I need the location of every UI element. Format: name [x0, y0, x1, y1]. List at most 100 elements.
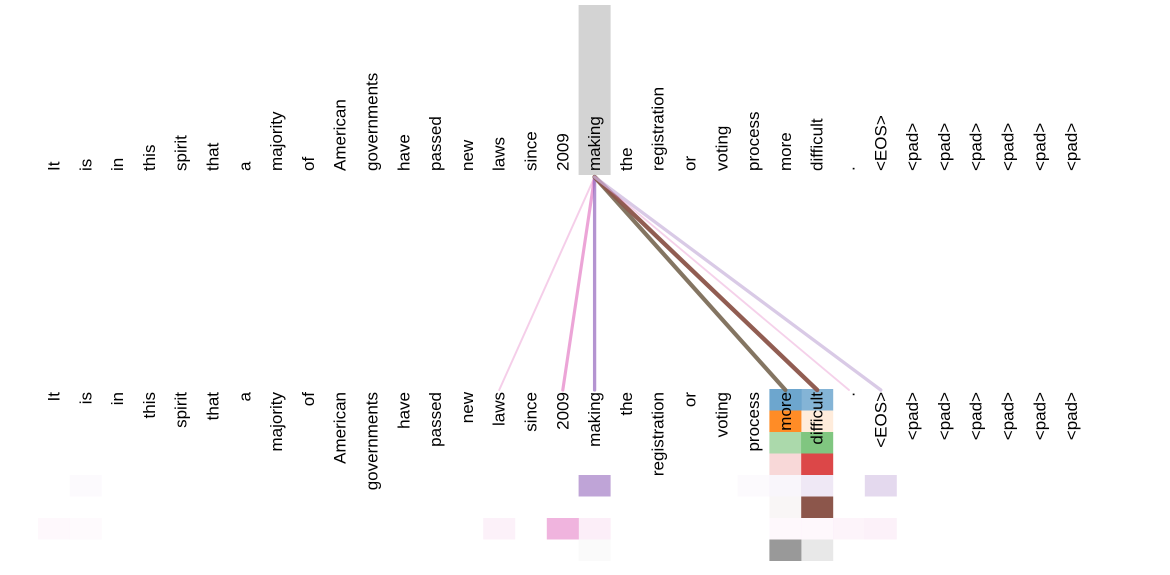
left-token[interactable]: 2009: [553, 133, 572, 171]
attention-cell: [801, 389, 834, 411]
attention-cell: [769, 389, 802, 411]
attention-link: [498, 176, 596, 391]
selected-token-highlight: [578, 5, 611, 175]
attention-cell: [801, 432, 834, 454]
right-token[interactable]: It: [45, 392, 64, 402]
attention-cell: [769, 453, 802, 475]
attention-cell: [738, 475, 770, 497]
left-token[interactable]: <pad>: [935, 123, 954, 171]
left-token[interactable]: majority: [267, 111, 286, 171]
left-token[interactable]: since: [522, 131, 541, 171]
attention-cell: [801, 539, 834, 561]
left-token[interactable]: .: [840, 166, 859, 171]
right-token[interactable]: is: [76, 392, 95, 404]
right-token[interactable]: registration: [649, 392, 668, 476]
right-token[interactable]: spirit: [172, 392, 191, 428]
attention-cell: [801, 410, 834, 432]
left-token[interactable]: voting: [712, 126, 731, 171]
attention-cell: [483, 518, 516, 540]
right-token[interactable]: more: [776, 392, 795, 431]
right-token[interactable]: difficult: [808, 392, 827, 445]
attention-cell: [801, 453, 834, 475]
right-token[interactable]: process: [744, 392, 763, 452]
left-token[interactable]: <pad>: [1062, 123, 1081, 171]
right-token[interactable]: <EOS>: [871, 392, 890, 448]
right-token[interactable]: this: [140, 392, 159, 418]
right-token[interactable]: governments: [363, 392, 382, 490]
attention-cell: [801, 475, 834, 497]
attention-cell: [578, 539, 611, 561]
right-token[interactable]: <pad>: [967, 392, 986, 440]
attention-link: [561, 175, 597, 392]
right-token[interactable]: 2009: [553, 392, 572, 430]
right-token[interactable]: voting: [712, 392, 731, 437]
left-token[interactable]: this: [140, 145, 159, 171]
attention-cell: [38, 518, 70, 540]
right-token[interactable]: majority: [267, 392, 286, 452]
left-token[interactable]: American: [331, 99, 350, 171]
attention-cell: [801, 518, 834, 540]
right-token[interactable]: American: [331, 392, 350, 464]
right-token[interactable]: or: [681, 392, 700, 407]
right-token[interactable]: since: [522, 392, 541, 432]
left-token[interactable]: process: [744, 111, 763, 171]
left-token[interactable]: <pad>: [999, 123, 1018, 171]
left-token[interactable]: have: [394, 134, 413, 171]
attention-cell: [864, 518, 897, 540]
attention-link: [592, 175, 883, 392]
left-token[interactable]: the: [617, 147, 636, 171]
left-token[interactable]: making: [585, 116, 604, 171]
right-token[interactable]: of: [299, 392, 318, 406]
left-token[interactable]: passed: [426, 116, 445, 171]
attention-cell: [546, 518, 579, 540]
left-token[interactable]: of: [299, 157, 318, 171]
left-token[interactable]: It: [45, 161, 64, 171]
attention-cell: [70, 475, 102, 497]
right-token[interactable]: have: [394, 392, 413, 429]
attention-link: [592, 174, 820, 393]
left-token[interactable]: <pad>: [967, 123, 986, 171]
left-token[interactable]: that: [204, 142, 223, 171]
right-token[interactable]: <pad>: [1030, 392, 1049, 440]
attention-cell: [769, 410, 802, 432]
left-token[interactable]: spirit: [172, 135, 191, 171]
left-token[interactable]: is: [76, 159, 95, 171]
right-token[interactable]: making: [585, 392, 604, 447]
left-token[interactable]: a: [235, 161, 254, 171]
attention-link: [593, 176, 850, 391]
right-token-column[interactable]: It is in this spirit that a majority of American g…: [45, 391, 1082, 490]
right-token[interactable]: the: [617, 392, 636, 416]
left-token-column[interactable]: It is in this spirit that a majority of American g…: [45, 73, 1082, 171]
left-token[interactable]: new: [458, 139, 477, 171]
attention-cell: [69, 518, 102, 540]
left-token[interactable]: difficult: [808, 118, 827, 171]
attention-cell: [769, 496, 802, 518]
right-token[interactable]: laws: [490, 392, 509, 426]
left-token[interactable]: <pad>: [903, 123, 922, 171]
attention-cell: [769, 432, 802, 454]
left-token[interactable]: or: [681, 156, 700, 171]
attention-cell: [864, 475, 897, 497]
left-token[interactable]: governments: [363, 73, 382, 171]
attention-cell: [769, 518, 802, 540]
attention-link: [592, 174, 788, 393]
right-token[interactable]: that: [204, 392, 223, 421]
right-token[interactable]: <pad>: [999, 392, 1018, 440]
right-token[interactable]: .: [840, 392, 859, 397]
attention-cell: [578, 475, 611, 497]
right-token[interactable]: <pad>: [903, 392, 922, 440]
right-token[interactable]: <pad>: [1062, 392, 1081, 440]
right-token[interactable]: passed: [426, 392, 445, 447]
left-token[interactable]: <pad>: [1030, 123, 1049, 171]
left-token[interactable]: more: [776, 132, 795, 171]
left-token[interactable]: <EOS>: [871, 115, 890, 171]
attention-cells: [38, 389, 897, 561]
right-token[interactable]: in: [108, 392, 127, 405]
right-token[interactable]: new: [458, 391, 477, 423]
left-token[interactable]: in: [108, 158, 127, 171]
left-token[interactable]: registration: [649, 87, 668, 171]
right-token[interactable]: a: [235, 391, 254, 401]
right-token[interactable]: <pad>: [935, 392, 954, 440]
left-token[interactable]: laws: [490, 137, 509, 171]
